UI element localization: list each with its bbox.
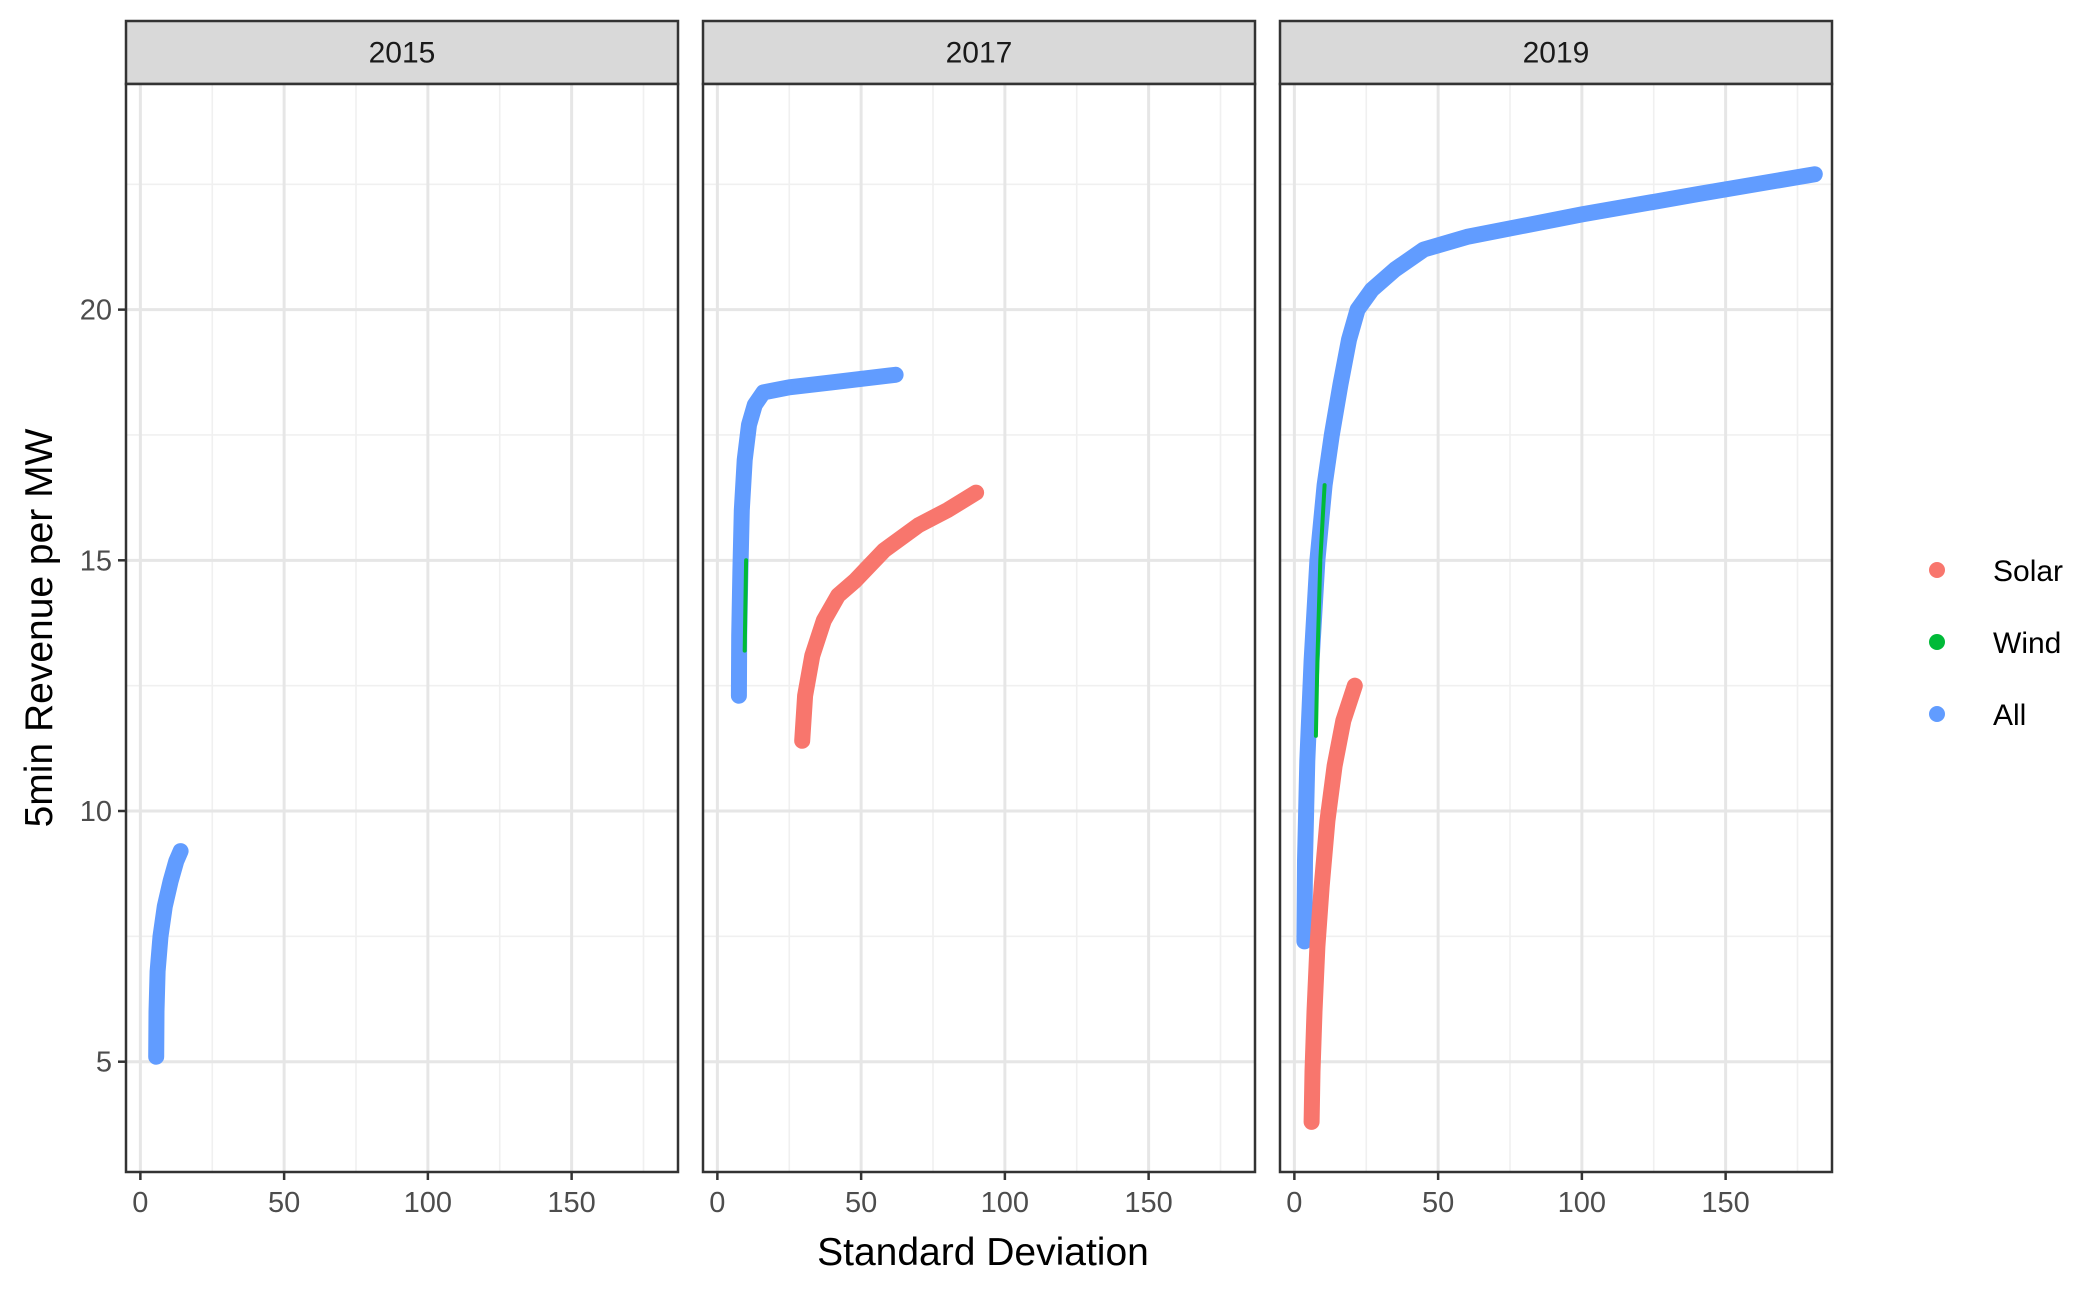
x-tick-label: 0	[1286, 1187, 1302, 1219]
x-tick-label: 50	[1422, 1187, 1454, 1219]
plot-background	[1280, 84, 1832, 1172]
legend-item-wind: Wind	[1929, 627, 2061, 660]
facet-strip-label: 2015	[369, 37, 436, 70]
legend-item-all: All	[1929, 699, 2026, 732]
x-tick-label: 50	[845, 1187, 877, 1219]
x-tick-label: 100	[404, 1187, 452, 1219]
panel-border	[1278, 82, 1834, 1174]
legend-item-solar: Solar	[1929, 555, 2063, 588]
x-tick-label: 150	[1124, 1187, 1172, 1219]
series-line-solar	[1303, 677, 1363, 1130]
series-line-all	[148, 843, 189, 1065]
legend-key	[1929, 562, 1945, 578]
y-tick-label: 5	[96, 1047, 112, 1079]
panel-border	[124, 82, 680, 1174]
legend-key	[1929, 634, 1945, 650]
y-axis-title: 5min Revenue per MW	[18, 428, 61, 827]
facet-panel-2019: 2019 0 50 100 150	[1278, 19, 1834, 1219]
x-tick-label: 150	[1701, 1187, 1749, 1219]
legend-label: Solar	[1993, 555, 2063, 588]
facet-strip-label: 2017	[946, 37, 1013, 70]
facet-panels: 2015 0 50 100 150 5 10 15 20 2017 0 50 100 150 2019 0 50…	[80, 19, 1834, 1219]
series-line-solar	[794, 484, 985, 749]
y-tick-label: 15	[80, 545, 112, 577]
panel-border	[701, 82, 1257, 1174]
facet-strip	[124, 19, 680, 86]
series-line-all	[730, 366, 904, 704]
plot-background	[126, 84, 678, 1172]
y-tick-label: 20	[80, 295, 112, 327]
legend: Solar Wind All	[1929, 555, 2063, 732]
facet-panel-2015: 2015 0 50 100 150 5 10 15 20	[80, 19, 680, 1219]
x-tick-label: 100	[1558, 1187, 1606, 1219]
series-line-all	[1296, 166, 1823, 950]
x-tick-label: 150	[547, 1187, 595, 1219]
x-tick-label: 50	[268, 1187, 300, 1219]
facet-strip-label: 2019	[1523, 37, 1590, 70]
series-line-wind	[742, 558, 749, 653]
x-tick-label: 0	[709, 1187, 725, 1219]
x-tick-label: 0	[132, 1187, 148, 1219]
facet-strip	[701, 19, 1257, 86]
x-tick-label: 100	[981, 1187, 1029, 1219]
facet-strip	[1278, 19, 1834, 86]
legend-label: Wind	[1993, 627, 2061, 660]
x-axis-title: Standard Deviation	[817, 1231, 1149, 1274]
legend-label: All	[1993, 699, 2026, 732]
legend-key	[1929, 706, 1945, 722]
y-tick-label: 10	[80, 796, 112, 828]
facet-panel-2017: 2017 0 50 100 150	[701, 19, 1257, 1219]
plot-background	[703, 84, 1255, 1172]
series-line-wind	[1313, 483, 1327, 738]
